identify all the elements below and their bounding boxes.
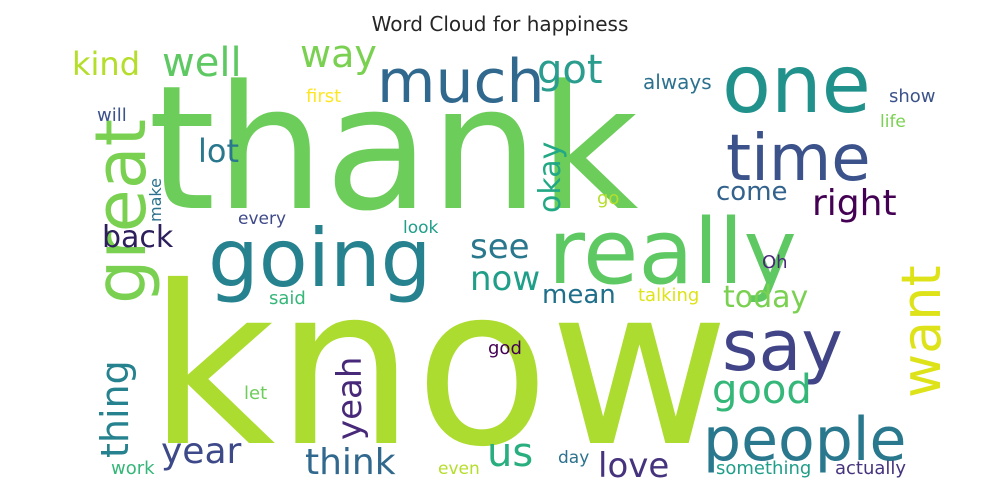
word-think: think — [305, 442, 396, 483]
word-really: really — [548, 200, 797, 305]
word-us: us — [487, 430, 533, 476]
word-love: love — [598, 446, 669, 486]
word-one: one — [722, 38, 871, 131]
chart-title: Word Cloud for happiness — [371, 12, 629, 36]
word-god: god — [488, 338, 522, 359]
word-will: will — [97, 105, 127, 126]
word-thing: thing — [93, 360, 137, 458]
word-see: see — [470, 227, 530, 267]
word-kind: kind — [72, 45, 140, 83]
word-something: something — [716, 458, 811, 479]
word-even: even — [438, 459, 480, 479]
word-look: look — [403, 218, 439, 238]
word-talking: talking — [638, 285, 699, 306]
word-today: today — [723, 280, 808, 315]
word-right: right — [812, 183, 897, 224]
word-make: make — [146, 178, 165, 222]
word-way: way — [300, 32, 377, 76]
word-good: good — [712, 367, 812, 413]
word-great: great — [80, 119, 162, 304]
word-now: now — [470, 259, 540, 299]
word-say: say — [722, 305, 843, 387]
word-well: well — [162, 40, 242, 86]
word-said: said — [269, 288, 306, 309]
word-much: much — [377, 47, 545, 117]
word-show: show — [889, 86, 936, 107]
word-know: know — [148, 239, 729, 495]
word-lot: lot — [198, 132, 239, 170]
word-want: want — [890, 265, 953, 398]
word-actually: actually — [835, 458, 906, 479]
word-time: time — [726, 122, 871, 196]
word-every: every — [238, 209, 286, 229]
word-got: got — [537, 47, 603, 93]
word-back: back — [102, 220, 174, 255]
word-yeah: yeah — [330, 357, 370, 440]
word-let: let — [244, 383, 267, 404]
word-life: life — [880, 112, 906, 132]
word-going: going — [208, 212, 431, 305]
word-mean: mean — [542, 280, 616, 310]
word-work: work — [111, 458, 155, 479]
word-always: always — [643, 70, 712, 94]
word-come: come — [716, 177, 788, 207]
word-people: people — [703, 405, 906, 475]
word-year: year — [161, 431, 242, 472]
word-oh: Oh — [762, 252, 788, 273]
word-first: first — [306, 86, 341, 107]
word-okay: okay — [533, 142, 568, 213]
word-thank: thank — [148, 48, 639, 249]
word-go: go — [597, 188, 619, 209]
word-day: day — [558, 448, 589, 468]
